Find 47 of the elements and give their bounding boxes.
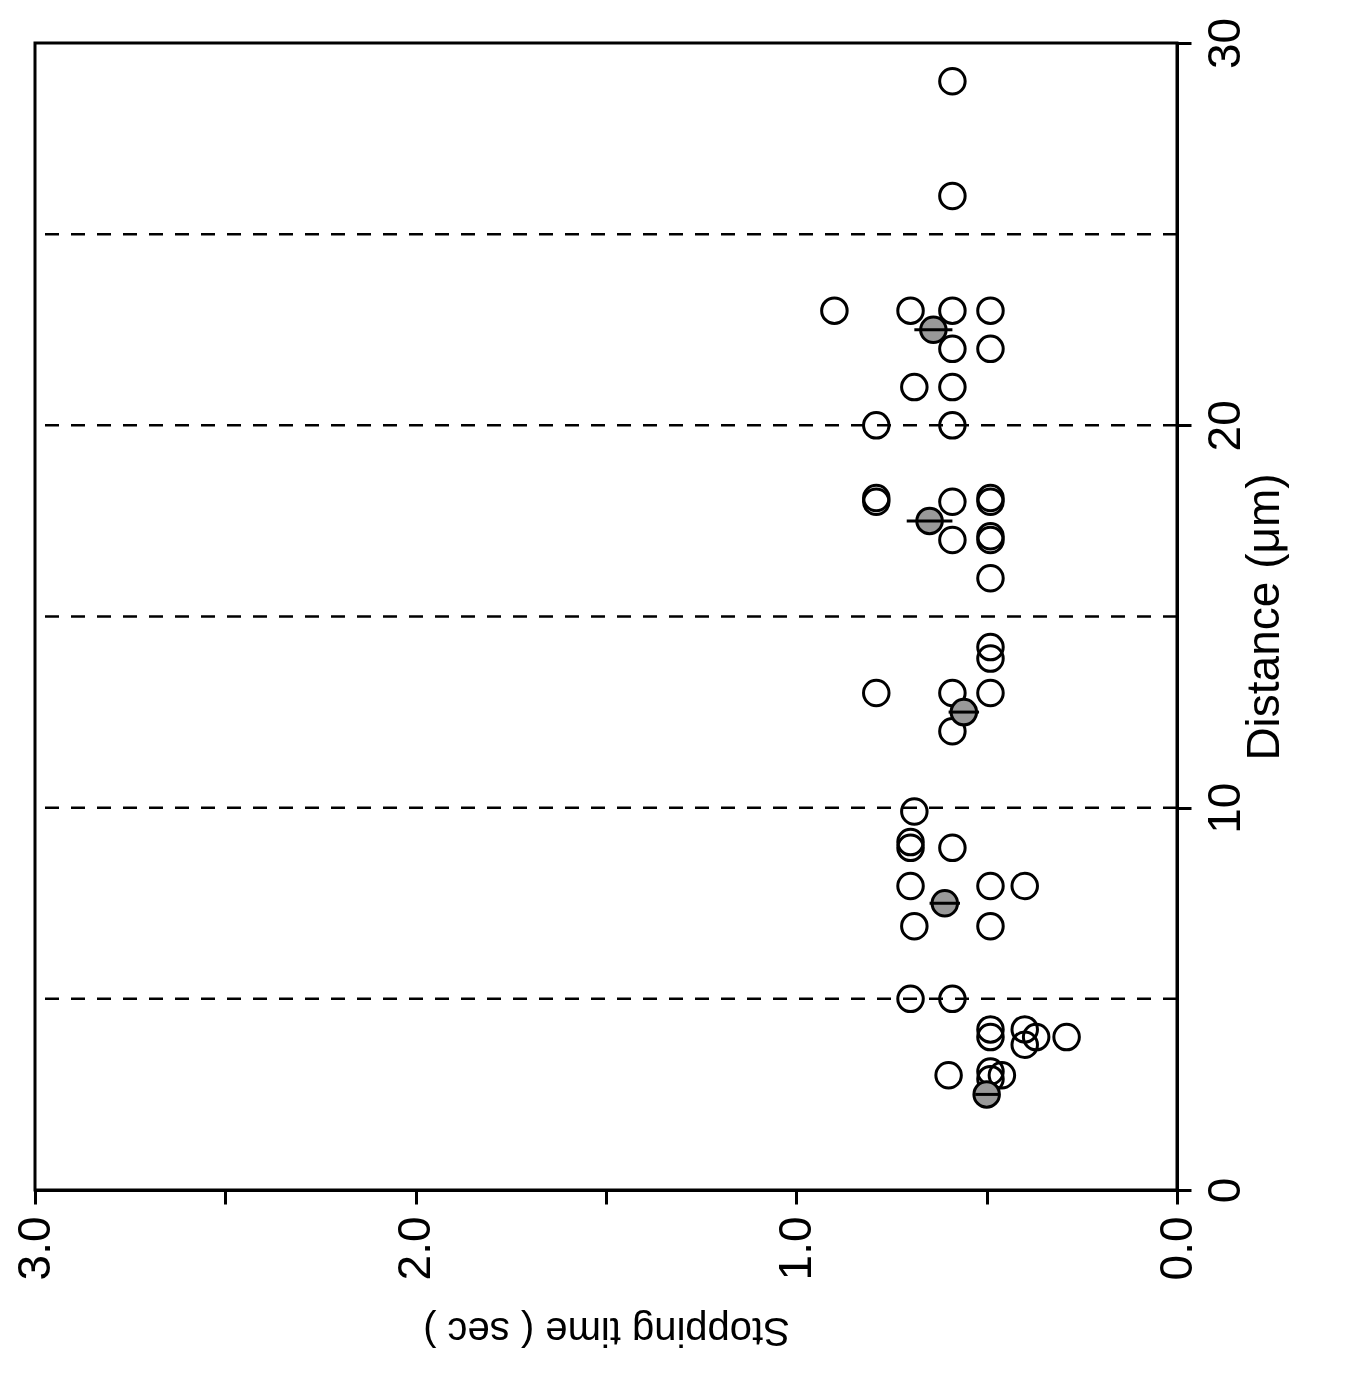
y-tick-label: 20 [1197,400,1250,452]
point [896,871,925,901]
y-tick-label: 0 [1197,1177,1250,1204]
point [896,296,925,325]
point [976,1015,1005,1044]
point [934,1061,963,1090]
point [938,181,967,211]
point [976,296,1005,325]
x-tick-label: 1.0 [768,1216,821,1281]
point [976,334,1005,364]
point [1010,1015,1039,1044]
point [1010,1030,1039,1059]
point [862,678,891,708]
point [976,644,1005,673]
point [896,833,925,863]
y-axis-title: Distance (μm) [1236,473,1289,761]
y-tick-label: 30 [1197,17,1250,70]
x-tick-label: 0.0 [1149,1216,1202,1281]
point [938,487,967,517]
point [938,984,967,1014]
point [976,911,1005,941]
x-tick-label: 3.0 [7,1216,60,1281]
point [938,372,967,402]
point [900,911,929,941]
point [1010,871,1039,901]
point [976,564,1005,593]
point [938,67,967,96]
point [820,296,849,325]
point [896,984,925,1014]
point [862,411,891,440]
y-tick-label: 10 [1197,782,1250,834]
point [900,797,929,826]
point [938,411,967,440]
point [976,632,1005,662]
point [896,827,925,857]
point [1052,1022,1081,1052]
point [1021,1022,1051,1052]
x-axis-title: Stopping time ( sec ) [423,1310,790,1355]
point [976,871,1005,901]
point [938,525,967,555]
point [976,1022,1005,1052]
point [938,296,967,325]
point [976,678,1005,708]
x-tick-label: 2.0 [388,1216,441,1281]
point [938,833,967,863]
point [900,372,929,402]
point [938,334,967,364]
